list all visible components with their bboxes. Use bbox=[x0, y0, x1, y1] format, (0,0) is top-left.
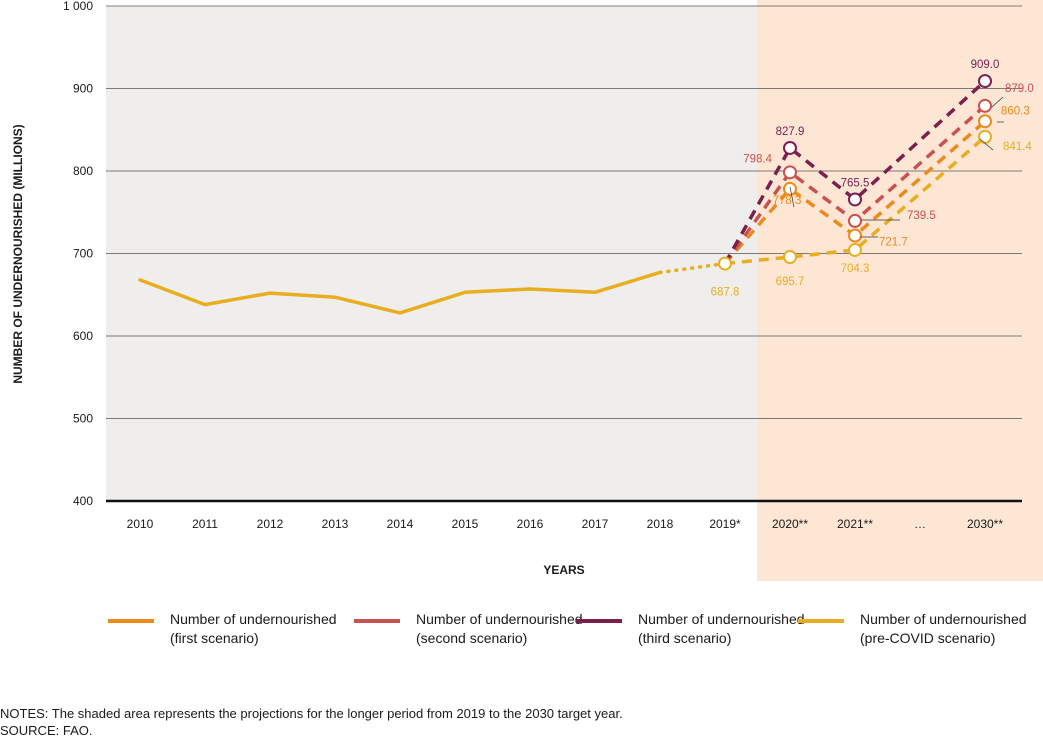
data-marker bbox=[783, 181, 797, 196]
x-tick-label: … bbox=[914, 517, 926, 531]
legend-swatch-third-scenario bbox=[576, 619, 622, 623]
line-chart: 778.3 721.7 860.3 798.4 739.5 879.0 827.9 765.5… bbox=[11, 0, 1043, 581]
data-label: 695.7 bbox=[776, 276, 805, 288]
x-tick-label: 2018 bbox=[647, 517, 674, 531]
legend-item-pre-covid-scenario: Number of undernourished (pre-COVID scen… bbox=[798, 610, 1027, 648]
data-label: 841.4 bbox=[1003, 141, 1032, 153]
legend-swatch-pre-covid-scenario bbox=[798, 619, 844, 623]
data-label: 704.3 bbox=[841, 263, 870, 275]
legend-label-line1: Number of undernourished bbox=[170, 611, 337, 627]
x-tick-label: 2013 bbox=[322, 517, 349, 531]
y-tick-label: 600 bbox=[73, 329, 93, 343]
data-label: 798.4 bbox=[743, 153, 772, 165]
data-label: 778.3 bbox=[773, 195, 802, 207]
data-label: 687.8 bbox=[711, 287, 740, 299]
x-tick-label: 2010 bbox=[127, 517, 154, 531]
label-leader-line bbox=[979, 138, 994, 151]
connector-2018-2019-dotted bbox=[658, 261, 727, 275]
legend-label-line2: (pre-COVID scenario) bbox=[860, 630, 996, 646]
x-tick-label: 2014 bbox=[387, 517, 414, 531]
y-tick-label: 1 000 bbox=[63, 0, 93, 13]
x-tick-label: 2017 bbox=[582, 517, 609, 531]
source-text: SOURCE: FAO. bbox=[0, 723, 93, 738]
legend-label-line1: Number of undernourished bbox=[860, 611, 1027, 627]
data-marker bbox=[848, 192, 862, 207]
label-leader-line bbox=[991, 96, 1004, 108]
data-label: 765.5 bbox=[841, 177, 870, 189]
data-marker bbox=[848, 213, 862, 228]
data-marker bbox=[848, 228, 862, 243]
legend-label-line1: Number of undernourished bbox=[638, 611, 805, 627]
data-label: 879.0 bbox=[1005, 83, 1034, 95]
x-tick-label: 2019* bbox=[709, 517, 741, 531]
y-axis-title: NUMBER OF UNDERNOURISHED (MILLIONS) bbox=[11, 124, 25, 383]
x-axis-title: YEARS bbox=[543, 563, 584, 577]
x-tick-label: 2030** bbox=[967, 517, 1003, 531]
data-marker bbox=[783, 140, 797, 155]
data-label: 721.7 bbox=[879, 237, 908, 249]
y-tick-label: 700 bbox=[73, 247, 93, 261]
legend-item-second-scenario: Number of undernourished (second scenari… bbox=[354, 610, 583, 648]
historical-series-line bbox=[138, 270, 662, 315]
x-tick-label: 2020** bbox=[772, 517, 808, 531]
legend-item-third-scenario: Number of undernourished (third scenario… bbox=[576, 610, 805, 648]
data-marker bbox=[783, 250, 797, 265]
legend-label: Number of undernourished (third scenario… bbox=[638, 610, 805, 648]
data-marker bbox=[978, 74, 992, 89]
data-label: 739.5 bbox=[907, 210, 936, 222]
legend-label: Number of undernourished (second scenari… bbox=[416, 610, 583, 648]
legend-label-line1: Number of undernourished bbox=[416, 611, 583, 627]
data-marker bbox=[978, 114, 992, 129]
series-line-0 bbox=[723, 119, 987, 265]
x-tick-label: 2012 bbox=[257, 517, 284, 531]
legend-label-line2: (second scenario) bbox=[416, 630, 528, 646]
data-label: 860.3 bbox=[1001, 105, 1030, 117]
y-tick-label: 800 bbox=[73, 164, 93, 178]
x-tick-label: 2011 bbox=[192, 517, 218, 531]
x-tick-label: 2016 bbox=[517, 517, 544, 531]
legend-swatch-first-scenario bbox=[108, 619, 154, 623]
legend: Number of undernourished (first scenario… bbox=[108, 610, 1028, 652]
x-tick-label: 2015 bbox=[452, 517, 479, 531]
data-label: 909.0 bbox=[971, 59, 1000, 71]
data-marker bbox=[978, 98, 992, 113]
label-leader-line bbox=[789, 186, 795, 208]
data-marker bbox=[848, 242, 862, 257]
footnotes: NOTES: The shaded area represents the pr… bbox=[0, 705, 623, 739]
legend-label: Number of undernourished (first scenario… bbox=[170, 610, 337, 648]
projection-shaded-area bbox=[757, 0, 1043, 581]
legend-label: Number of undernourished (pre-COVID scen… bbox=[860, 610, 1027, 648]
y-tick-label: 500 bbox=[73, 412, 93, 426]
legend-label-line2: (third scenario) bbox=[638, 630, 732, 646]
x-tick-label: 2021** bbox=[837, 517, 873, 531]
series-line-2 bbox=[723, 79, 987, 265]
data-marker bbox=[978, 129, 992, 144]
legend-item-first-scenario: Number of undernourished (first scenario… bbox=[108, 610, 337, 648]
legend-label-line2: (first scenario) bbox=[170, 630, 259, 646]
data-marker bbox=[718, 256, 732, 271]
data-label: 827.9 bbox=[776, 126, 805, 138]
legend-swatch-second-scenario bbox=[354, 619, 400, 623]
y-tick-label: 400 bbox=[73, 494, 93, 508]
y-tick-label: 900 bbox=[73, 82, 93, 96]
notes-text: NOTES: The shaded area represents the pr… bbox=[0, 706, 623, 721]
data-marker bbox=[783, 165, 797, 180]
series-line-1 bbox=[723, 104, 987, 265]
